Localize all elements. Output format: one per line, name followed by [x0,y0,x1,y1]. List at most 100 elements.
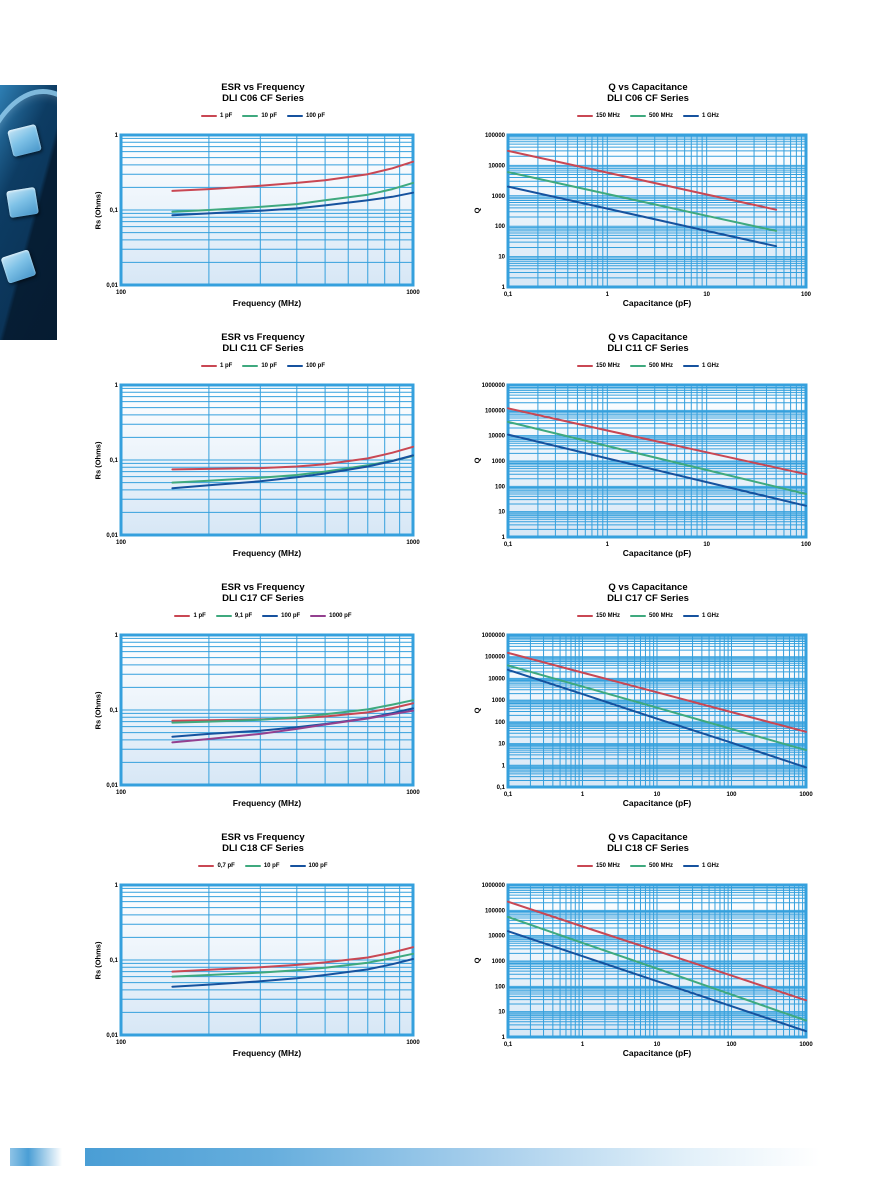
legend-swatch [242,114,259,118]
legend-item: 9,1 pF [215,613,253,619]
plot-border [506,383,808,539]
legend-label: 100 pF [306,363,326,369]
legend-label: 500 MHz [648,113,673,119]
x-tick-label: 100 [726,792,737,798]
legend-label: 1 GHz [702,613,720,619]
y-tick-label: 100 [495,484,506,490]
legend-item: 100 pF [287,113,325,119]
x-tick-label: 10 [703,292,710,298]
legend-item: 100 pF [287,363,325,369]
x-tick-label: 100 [801,292,812,298]
legend-item: 1 pF [174,613,206,619]
plot-esr-c18: 100 1000 1 0,1 0,01 [106,883,420,1046]
legend-label: 10 pF [263,863,280,869]
y-tick-label: 1000 [492,459,506,465]
x-tick-label: 10 [654,1042,661,1048]
chart-title: ESR vs Frequency DLI C06 CF Series [93,82,433,104]
plot-border [119,383,415,537]
legend-item: 1 GHz [683,113,719,119]
y-tick-label: 100000 [485,408,506,414]
y-tick-label: 10000 [488,676,505,682]
legend-swatch [629,114,646,118]
legend-item: 1 pF [200,363,233,369]
y-tick-label: 10000 [488,163,505,169]
legend-item: 1000 pF [310,613,352,619]
series-line [507,420,807,495]
chart-title-line2: DLI C06 CF Series [222,93,304,104]
legend-swatch [198,864,215,868]
plot-border [506,133,808,289]
chart-title-line1: Q vs Capacitance [608,82,688,93]
legend-item: 10 pF [242,113,277,119]
legend-item: 150 MHz [576,363,620,369]
y-tick-label: 1000 [492,959,506,965]
legend-item: 150 MHz [576,613,620,619]
series-line [507,149,778,211]
plot-esr-c11: 100 1000 1 0,1 0,01 [106,383,420,546]
x-tick-label: 1000 [406,290,420,296]
chart-title: Q vs Capacitance DLI C06 CF Series [478,82,818,104]
x-tick-label: 100 [726,1042,737,1048]
legend-label: 1 GHz [702,363,720,369]
legend-item: 500 MHz [629,113,673,119]
chart-legend: 150 MHz 500 MHz 1 GHz [478,613,818,619]
legend-swatch [576,364,593,368]
x-tick-label: 100 [801,542,812,548]
chart-title-line2: DLI C11 CF Series [607,343,689,354]
y-tick-label: 10 [498,742,505,748]
y-tick-label: 1 [502,763,506,769]
capacitor-chip [6,186,39,219]
legend-item: 1 pF [200,113,232,119]
x-tick-label: 100 [116,1040,127,1046]
x-tick-label: 1000 [799,1042,813,1048]
chart-title-line2: DLI C11 CF Series [222,343,304,354]
series-line [171,191,414,217]
y-tick-label: 0,1 [110,708,119,714]
legend-label: 1 pF [219,363,233,369]
capacitor-photo [0,85,57,340]
legend-label: 1000 pF [329,613,352,619]
y-tick-label: 1 [115,133,119,139]
series-line [507,664,807,752]
chart-title-line2: DLI C17 CF Series [222,593,304,604]
legend-swatch [683,114,699,118]
y-tick-label: 0,1 [110,958,119,964]
plot-border [506,883,808,1039]
y-tick-label: 0,01 [106,533,118,539]
legend-label: 150 MHz [595,113,620,119]
legend-item: 0,7 pF [198,863,235,869]
x-tick-label: 10 [703,542,710,548]
legend-label: 500 MHz [648,363,673,369]
legend-swatch [244,864,261,868]
x-tick-label: 0,1 [504,1042,513,1048]
y-tick-label: 100 [495,984,506,990]
legend-label: 1 GHz [702,863,720,869]
legend-swatch [629,364,646,368]
x-axis-label: Capacitance (pF) [622,298,692,308]
legend-item: 1 GHz [683,363,719,369]
chart-title: ESR vs Frequency DLI C18 CF Series [93,832,433,854]
chart-title-line1: ESR vs Frequency [221,82,305,93]
x-tick-label: 0,1 [504,542,513,548]
x-tick-label: 1000 [406,540,420,546]
chart-title-line1: Q vs Capacitance [608,832,688,843]
chart-title: ESR vs Frequency DLI C17 CF Series [93,582,433,604]
legend-swatch [683,364,699,368]
plot-esr-c06: 100 1000 1 0,1 0,01 [106,133,420,296]
x-axis-label: Capacitance (pF) [622,1048,692,1058]
y-tick-label: 1 [502,285,506,291]
series-line [171,699,414,724]
chart-title-line1: ESR vs Frequency [221,582,305,593]
legend-item: 1 GHz [683,863,719,869]
chart-legend: 150 MHz 500 MHz 1 GHz [478,113,818,119]
plot-border [506,633,808,789]
legend-swatch [287,364,303,368]
x-tick-label: 100 [116,290,127,296]
chart-legend: 150 MHz 500 MHz 1 GHz [478,863,818,869]
x-tick-label: 1 [606,292,610,298]
legend-label: 9,1 pF [234,613,253,619]
y-tick-label: 10 [498,510,505,516]
plot-area [508,135,806,287]
